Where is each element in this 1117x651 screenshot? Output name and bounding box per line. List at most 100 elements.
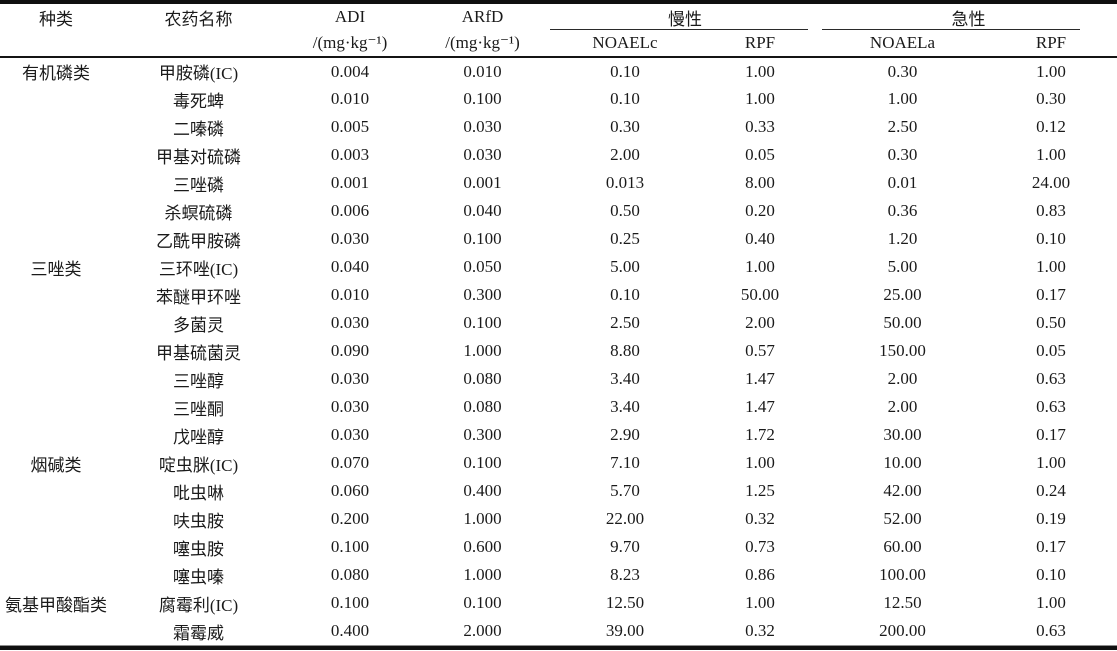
adi-cell: 0.010 <box>330 89 370 108</box>
table-row: 噻虫胺 0.100 0.600 9.70 0.73 60.00 0.17 <box>0 533 1117 561</box>
header-arfd: ARfD <box>461 7 504 26</box>
chronic-rpf-cell: 50.00 <box>740 285 780 304</box>
table-row: 有机磷类 甲胺磷(IC) 0.004 0.010 0.10 1.00 0.30 … <box>0 57 1117 85</box>
noaelc-cell: 39.00 <box>605 621 645 640</box>
adi-cell: 0.040 <box>330 257 370 276</box>
chronic-rpf-cell: 0.33 <box>745 117 775 136</box>
table-row: 杀螟硫磷 0.006 0.040 0.50 0.20 0.36 0.83 <box>0 197 1117 225</box>
arfd-cell: 0.001 <box>463 173 502 192</box>
pesticide-name-cell: 甲胺磷(IC) <box>158 64 239 83</box>
noaela-cell: 25.00 <box>883 285 922 304</box>
table-row: 戊唑醇 0.030 0.300 2.90 1.72 30.00 0.17 <box>0 421 1117 449</box>
acute-rpf-cell: 1.00 <box>1036 61 1066 81</box>
chronic-rpf-cell: 1.25 <box>745 481 775 500</box>
acute-rpf-cell: 1.00 <box>1036 593 1066 612</box>
pesticide-name-cell: 噻虫嗪 <box>173 567 224 587</box>
chronic-rpf-cell: 8.00 <box>745 173 775 192</box>
category-cell <box>0 365 112 393</box>
acute-rpf-cell: 0.63 <box>1036 397 1066 416</box>
adi-cell: 0.006 <box>330 201 370 220</box>
adi-cell: 0.030 <box>330 369 370 388</box>
pesticide-name-cell: 乙酰甲胺磷 <box>156 231 241 251</box>
adi-cell: 0.030 <box>330 229 370 248</box>
arfd-cell: 0.010 <box>463 61 502 81</box>
table-row: 吡虫啉 0.060 0.400 5.70 1.25 42.00 0.24 <box>0 477 1117 505</box>
arfd-cell: 0.300 <box>463 285 502 304</box>
table-header: 种类 农药名称 ADI ARfD 慢性 急性 /(mg·kg⁻¹) /(mg·k… <box>0 4 1117 58</box>
category-cell <box>0 141 112 169</box>
acute-rpf-cell: 1.00 <box>1036 453 1066 472</box>
noaela-cell: 5.00 <box>887 257 918 276</box>
chronic-rpf-cell: 1.47 <box>745 369 775 388</box>
acute-rpf-cell: 0.30 <box>1036 89 1066 108</box>
acute-rpf-cell: 0.63 <box>1036 369 1066 388</box>
pesticide-name-cell: 三唑酮 <box>173 399 224 419</box>
arfd-cell: 0.100 <box>463 229 502 248</box>
table-row: 呋虫胺 0.200 1.000 22.00 0.32 52.00 0.19 <box>0 505 1117 533</box>
table-row: 甲基硫菌灵 0.090 1.000 8.80 0.57 150.00 0.05 <box>0 337 1117 365</box>
pesticide-name-cell: 呋虫胺 <box>173 511 224 531</box>
acute-rpf-cell: 0.10 <box>1036 229 1066 248</box>
header-category: 种类 <box>39 9 73 29</box>
table-row: 三唑醇 0.030 0.080 3.40 1.47 2.00 0.63 <box>0 365 1117 393</box>
adi-cell: 0.003 <box>330 145 370 164</box>
noaela-cell: 1.20 <box>887 229 918 248</box>
adi-cell: 0.070 <box>330 453 370 472</box>
header-noaelc: NOAELc <box>550 30 700 58</box>
adi-cell: 0.400 <box>330 621 370 640</box>
adi-cell: 0.005 <box>330 117 370 136</box>
noaela-cell: 60.00 <box>883 537 922 556</box>
acute-rpf-cell: 0.10 <box>1036 565 1066 584</box>
chronic-rpf-cell: 0.40 <box>745 229 775 248</box>
pesticide-name-cell: 多菌灵 <box>173 315 224 335</box>
category-cell: 氨基甲酸酯类 <box>5 595 107 615</box>
adi-cell: 0.030 <box>330 397 370 416</box>
acute-rpf-cell: 1.00 <box>1036 145 1066 164</box>
noaela-cell: 0.01 <box>887 173 918 192</box>
adi-cell: 0.200 <box>330 509 370 528</box>
noaela-cell: 0.30 <box>887 145 918 164</box>
arfd-cell: 0.300 <box>463 425 502 444</box>
noaelc-cell: 5.00 <box>610 257 640 276</box>
arfd-cell: 0.080 <box>463 369 502 388</box>
adi-cell: 0.001 <box>330 173 370 192</box>
noaelc-cell: 0.25 <box>610 229 640 248</box>
chronic-rpf-cell: 1.00 <box>745 257 775 276</box>
table-row: 乙酰甲胺磷 0.030 0.100 0.25 0.40 1.20 0.10 <box>0 225 1117 253</box>
pesticide-name-cell: 噻虫胺 <box>173 539 224 559</box>
category-cell <box>0 561 112 589</box>
noaelc-cell: 2.50 <box>610 313 640 332</box>
arfd-cell: 0.400 <box>463 481 502 500</box>
noaela-cell: 12.50 <box>883 593 922 612</box>
arfd-cell: 1.000 <box>463 509 502 528</box>
noaelc-cell: 3.40 <box>610 397 640 416</box>
acute-rpf-cell: 0.24 <box>1036 481 1066 500</box>
chronic-rpf-cell: 1.72 <box>745 425 775 444</box>
arfd-cell: 1.000 <box>463 565 502 584</box>
chronic-rpf-cell: 1.00 <box>745 593 775 612</box>
table-body: 有机磷类 甲胺磷(IC) 0.004 0.010 0.10 1.00 0.30 … <box>0 57 1117 645</box>
table-row: 苯醚甲环唑 0.010 0.300 0.10 50.00 25.00 0.17 <box>0 281 1117 309</box>
table-row: 三唑酮 0.030 0.080 3.40 1.47 2.00 0.63 <box>0 393 1117 421</box>
table-row: 二嗪磷 0.005 0.030 0.30 0.33 2.50 0.12 <box>0 113 1117 141</box>
category-cell <box>0 225 112 253</box>
acute-rpf-cell: 0.17 <box>1036 537 1066 556</box>
noaela-cell: 0.36 <box>887 201 918 220</box>
noaelc-cell: 22.00 <box>605 509 645 528</box>
table-top-rule <box>0 0 1117 4</box>
noaela-cell: 200.00 <box>879 621 926 640</box>
noaelc-cell: 0.10 <box>610 61 640 81</box>
category-cell <box>0 617 112 645</box>
chronic-rpf-cell: 1.00 <box>745 61 775 81</box>
noaela-cell: 10.00 <box>883 453 922 472</box>
adi-cell: 0.010 <box>330 285 370 304</box>
acute-rpf-cell: 1.00 <box>1036 257 1066 276</box>
adi-cell: 0.100 <box>330 593 370 612</box>
header-chronic-rpf: RPF <box>700 30 820 58</box>
category-cell <box>0 533 112 561</box>
noaela-cell: 42.00 <box>883 481 922 500</box>
header-arfd-unit: /(mg·kg⁻¹) <box>415 30 550 58</box>
arfd-cell: 0.100 <box>463 89 502 108</box>
adi-cell: 0.080 <box>330 565 370 584</box>
pesticide-name-cell: 霜霉威 <box>173 623 224 643</box>
